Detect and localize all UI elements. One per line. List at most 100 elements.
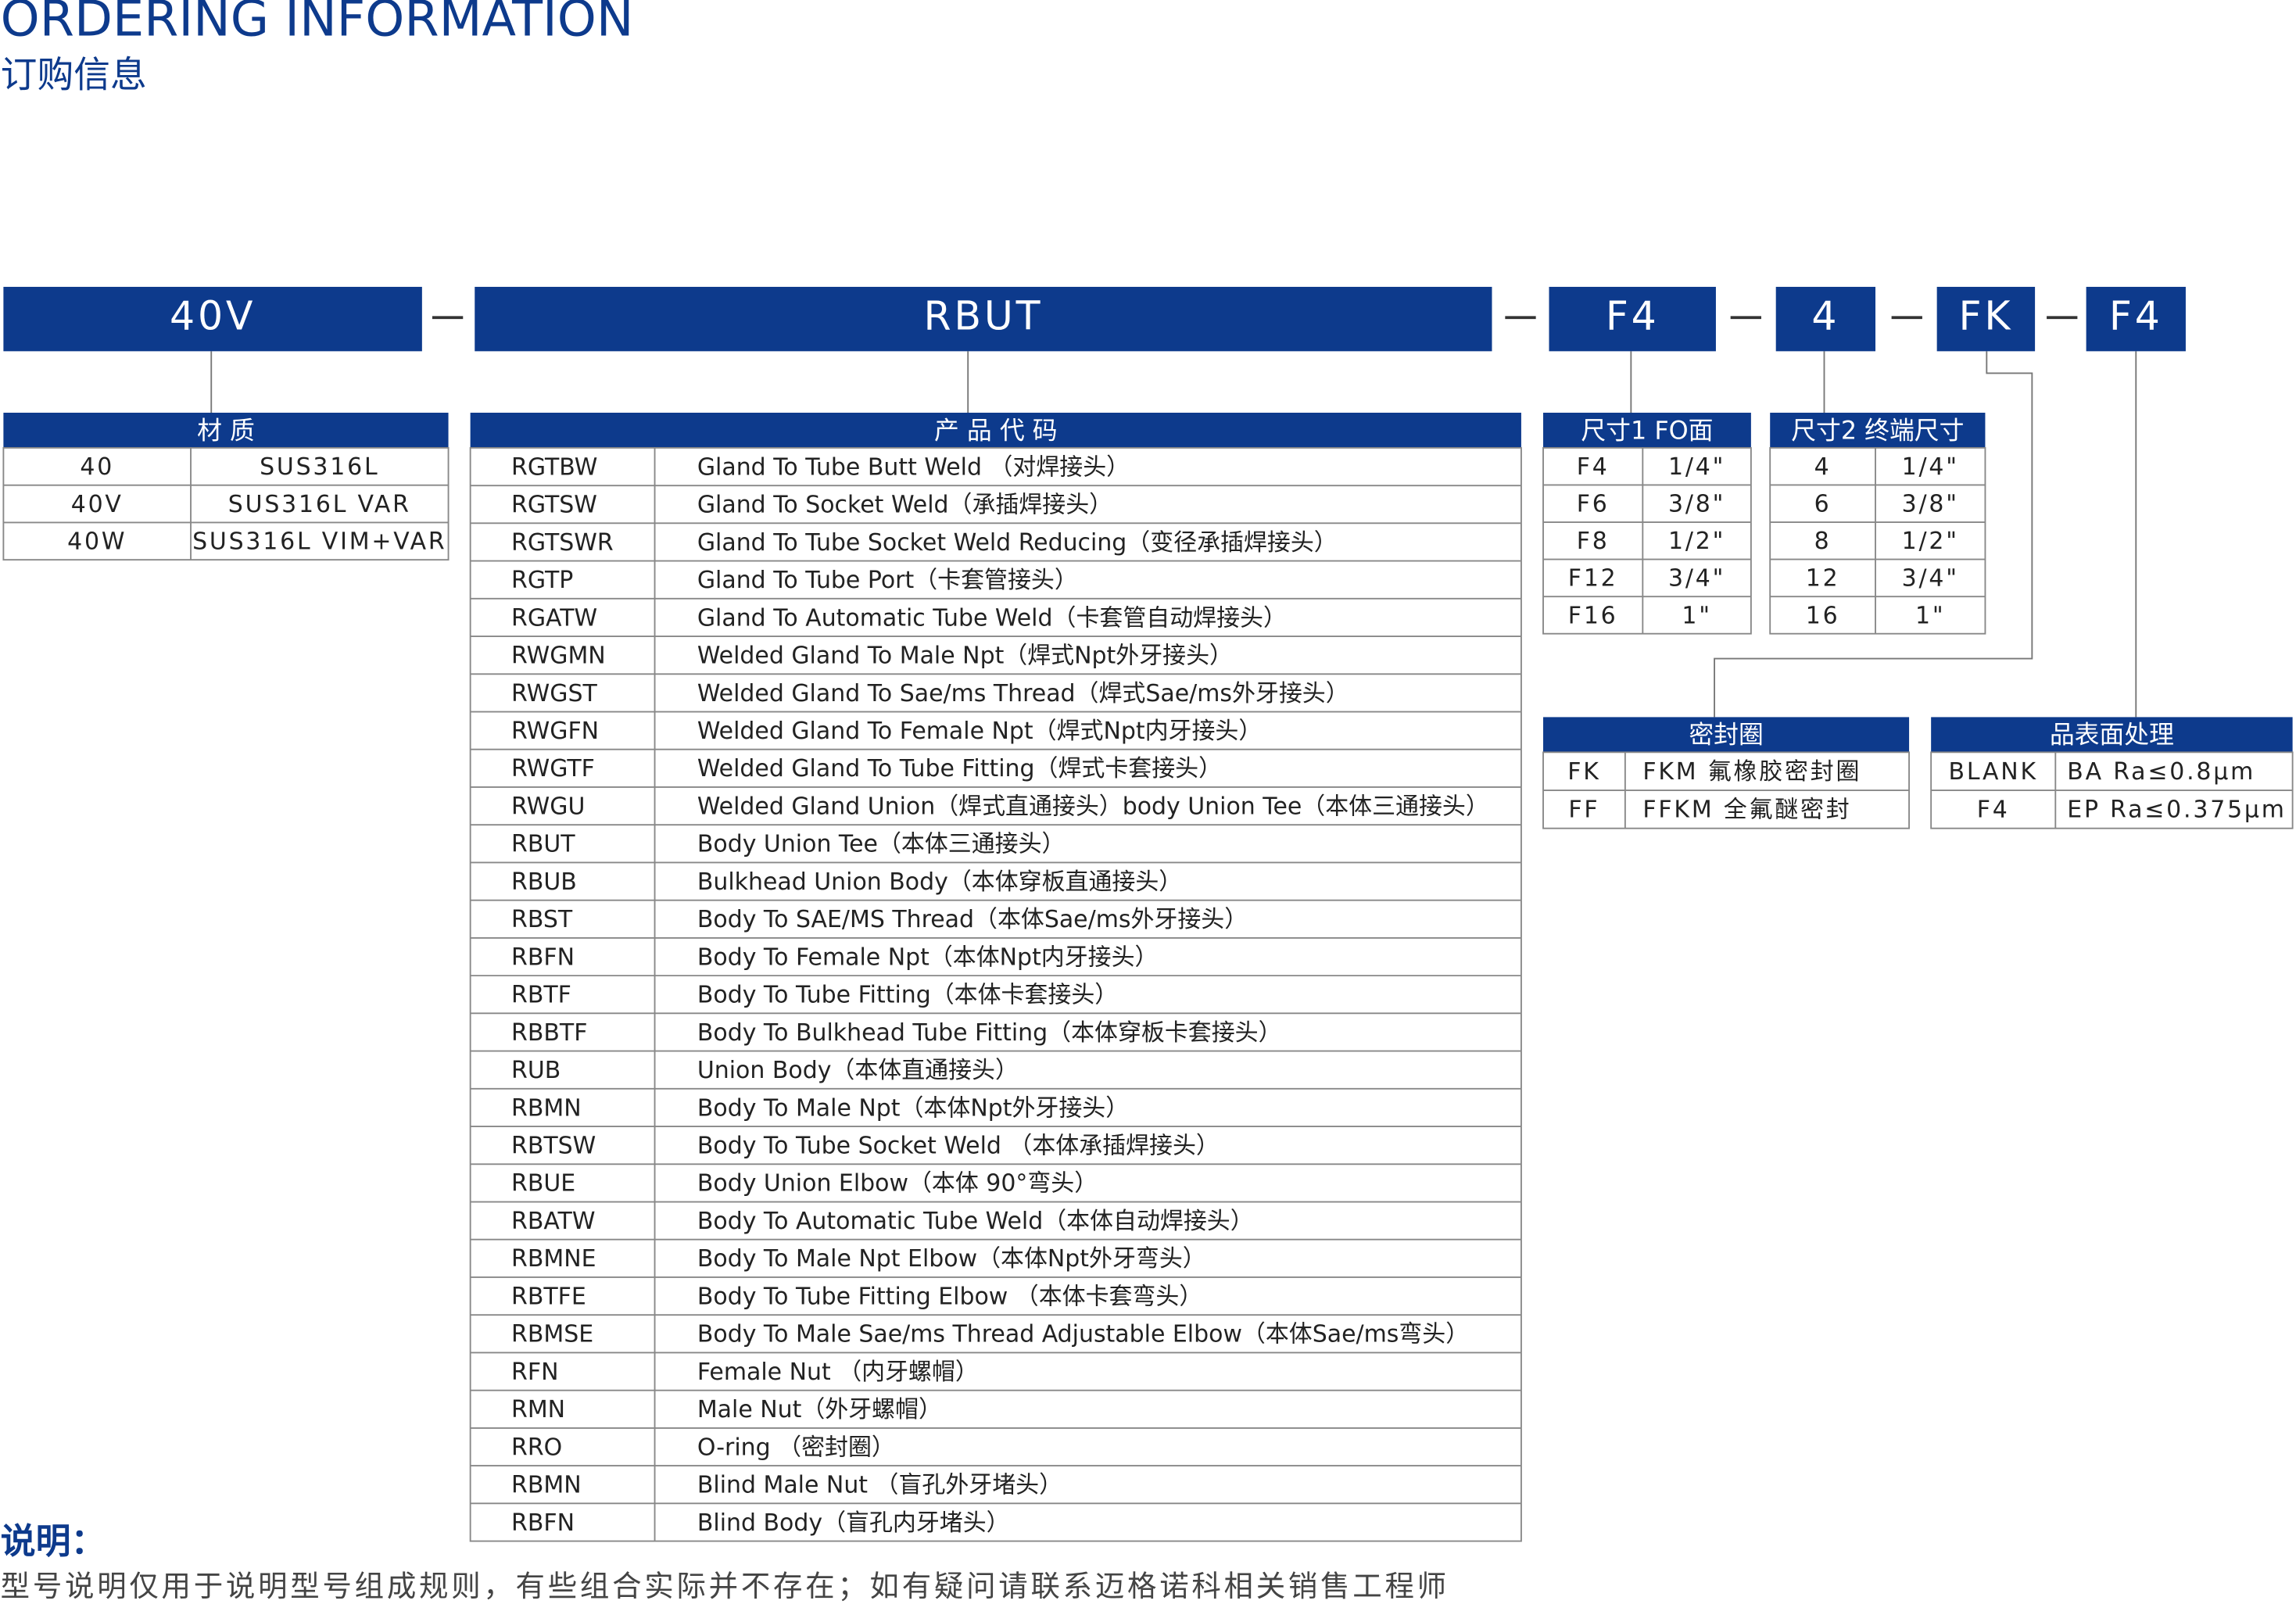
code-box (475, 286, 1492, 352)
table-cell: RWGFN (511, 718, 599, 745)
table-cell: RWGST (511, 680, 597, 707)
table-cell: Male Nut（外牙螺帽） (697, 1396, 942, 1423)
table-cell: RGATW (511, 604, 597, 632)
table-cell: Welded Gland Union（焊式直通接头）body Union Tee… (697, 793, 1489, 820)
table-cell: F16 (1568, 602, 1618, 629)
code-box (1936, 286, 2036, 352)
table-header-label: 密封圈 (1689, 720, 1763, 750)
table-cell: BLANK (1949, 758, 2038, 786)
table-cell: RWGTF (511, 755, 595, 782)
table-cell: 40W (67, 528, 127, 556)
table-cell: RBBTF (511, 1019, 587, 1047)
table-cell: RBFN (511, 943, 575, 971)
table-cell: F4 (1577, 453, 1610, 481)
table-cell: F6 (1577, 491, 1610, 518)
table-cell: Gland To Socket Weld（承插焊接头） (697, 492, 1112, 519)
table-cell: RBST (511, 906, 573, 933)
table-cell: 3/8" (1668, 491, 1725, 518)
table-cell: Body To Tube Fitting Elbow （本体卡套弯头） (697, 1283, 1202, 1310)
code-label: 40V (170, 293, 256, 339)
table-header-label: 品表面处理 (2050, 720, 2174, 750)
table-cell: RGTSWR (511, 529, 614, 557)
table-cell: Body To Tube Socket Weld （本体承插焊接头） (697, 1133, 1220, 1160)
table-cell: Welded Gland To Male Npt（焊式Npt外牙接头） (697, 643, 1233, 670)
table-cell: 16 (1806, 602, 1840, 629)
table-cell: 40V (71, 491, 124, 518)
table-cell: EP Ra≤0.375μm (2067, 797, 2286, 824)
table-cell: Body To Bulkhead Tube Fitting（本体穿板卡套接头） (697, 1019, 1282, 1047)
notes-text: 型号说明仅用于说明型号组成规则，有些组合实际并不存在；如有疑问请联系迈格诺科相关… (1, 1569, 1449, 1603)
table-header (1543, 717, 1910, 753)
table-cell: RBTF (511, 982, 571, 1009)
table-cell: O-ring （密封圈） (697, 1434, 895, 1461)
table-header (3, 412, 449, 448)
table-cell: SUS316L VAR (228, 491, 411, 518)
table-cell: 40 (80, 453, 114, 481)
table-header (1543, 412, 1751, 448)
table-border (1542, 446, 1752, 635)
table-header (1931, 717, 2293, 753)
table-cell: 12 (1806, 565, 1840, 593)
table-cell: Gland To Tube Butt Weld （对焊接头） (697, 453, 1130, 481)
table-cell: 4 (1814, 453, 1832, 481)
table-cell: RWGMN (511, 643, 606, 670)
table-border (2, 446, 450, 561)
code-label: FK (1959, 293, 2014, 339)
table-cell: RGTP (511, 567, 573, 594)
table-cell: RBMN (511, 1472, 582, 1499)
table-cell: RUB (511, 1057, 561, 1084)
table-cell: RGTSW (511, 492, 597, 519)
table-cell: 3/4" (1668, 565, 1725, 593)
notes-title: 说明： (1, 1520, 106, 1562)
table-cell: 6 (1814, 491, 1832, 518)
table-cell: Body Union Elbow（本体 90°弯头） (697, 1170, 1098, 1198)
table-cell: BA Ra≤0.8μm (2067, 758, 2255, 786)
table-cell: RGTBW (511, 453, 597, 481)
table-cell: Body Union Tee（本体三通接头） (697, 831, 1066, 858)
table-cell: 1" (1915, 602, 1945, 629)
code-label: 4 (1811, 293, 1839, 339)
connectors (210, 351, 2137, 718)
table-cell: RRO (511, 1434, 562, 1461)
table-cell: F12 (1568, 565, 1618, 593)
table-cell: RBFN (511, 1509, 575, 1537)
table-header-label: 尺寸2 终端尺寸 (1791, 415, 1964, 445)
table-cell: Bulkhead Union Body（本体穿板直通接头） (697, 868, 1182, 896)
subtitle: 订购信息 (1, 55, 147, 97)
table-cell: SUS316L (260, 453, 379, 481)
table-cell: 1/4" (1668, 453, 1725, 481)
table-cell: 8 (1814, 528, 1832, 555)
table-cell: RBUE (511, 1170, 575, 1198)
table-cell: 3/4" (1902, 565, 1959, 593)
table-cell: Gland To Tube Port（卡套管接头） (697, 567, 1078, 594)
code-label: RBUT (924, 293, 1044, 339)
table-cell: Body To Automatic Tube Weld（本体自动焊接头） (697, 1208, 1254, 1235)
table-header (470, 412, 1521, 448)
table-cell: Welded Gland To Tube Fitting（焊式卡套接头） (697, 755, 1222, 782)
table-cell: RBMSE (511, 1321, 593, 1348)
table-cell: Body To Tube Fitting（本体卡套接头） (697, 982, 1118, 1009)
table-cell: Female Nut （内牙螺帽） (697, 1359, 979, 1386)
table-cell: Union Body（本体直通接头） (697, 1057, 1019, 1084)
code-label: F4 (1606, 293, 1660, 339)
table-header-label: 尺寸1 FO面 (1581, 415, 1713, 445)
table-border (1769, 446, 1986, 635)
table-cell: RMN (511, 1396, 565, 1423)
table-border (469, 446, 1522, 1542)
table-cell: 1/2" (1668, 528, 1725, 555)
code-label: F4 (2109, 293, 2163, 339)
code-box (2086, 286, 2186, 352)
table-cell: FKM 氟橡胶密封圈 (1642, 758, 1861, 786)
table-cell: RWGU (511, 793, 585, 820)
table-cell: RBUT (511, 831, 575, 858)
table-header-label: 产 品 代 码 (934, 415, 1058, 445)
table-cell: Blind Body（盲孔内牙堵头） (697, 1509, 1010, 1537)
table-header-label: 材 质 (197, 415, 255, 445)
table-cell: FFKM 全氟醚密封 (1642, 797, 1851, 824)
table-cell: Body To Male Npt Elbow（本体Npt外牙弯头） (697, 1245, 1206, 1273)
table-cell: Gland To Automatic Tube Weld（卡套管自动焊接头） (697, 604, 1287, 632)
table-cell: Body To Female Npt（本体Npt内牙接头） (697, 943, 1159, 971)
table-cell: RBMNE (511, 1245, 596, 1273)
